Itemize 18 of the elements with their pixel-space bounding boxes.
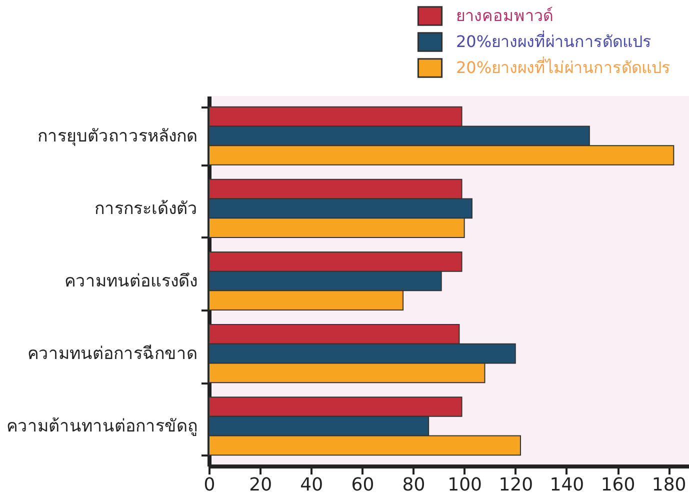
x-tick-label: 140 bbox=[550, 474, 584, 496]
legend-label: ยางคอมพาวด์ bbox=[456, 6, 553, 25]
x-tick-label: 160 bbox=[600, 474, 636, 496]
y-tick-label: ความทนต่อแรงดึง bbox=[64, 272, 198, 292]
y-tick-label: ความทนต่อการฉีกขาด bbox=[28, 344, 198, 364]
y-tick-label: การกระเด้งตัว bbox=[94, 198, 198, 219]
legend-label: 20%ยางผงที่ผ่านการดัดแปร bbox=[456, 30, 652, 51]
x-tick-label: 60 bbox=[351, 474, 374, 496]
x-tick-label: 180 bbox=[652, 474, 686, 496]
legend-label: 20%ยางผงที่ไม่ผ่านการดัดแปร bbox=[456, 56, 671, 77]
y-tick-label: ความต้านทานต่อการขัดถู bbox=[6, 416, 198, 437]
x-tick-label: 80 bbox=[402, 474, 426, 496]
x-tick-label: 100 bbox=[448, 474, 482, 496]
x-tick-label: 40 bbox=[300, 474, 324, 496]
y-tick-label: การยุบตัวถาวรหลังกด bbox=[38, 126, 198, 146]
x-tick-label: 20 bbox=[249, 474, 272, 496]
x-tick-label: 120 bbox=[498, 474, 534, 496]
x-tick-label: 0 bbox=[204, 474, 216, 496]
